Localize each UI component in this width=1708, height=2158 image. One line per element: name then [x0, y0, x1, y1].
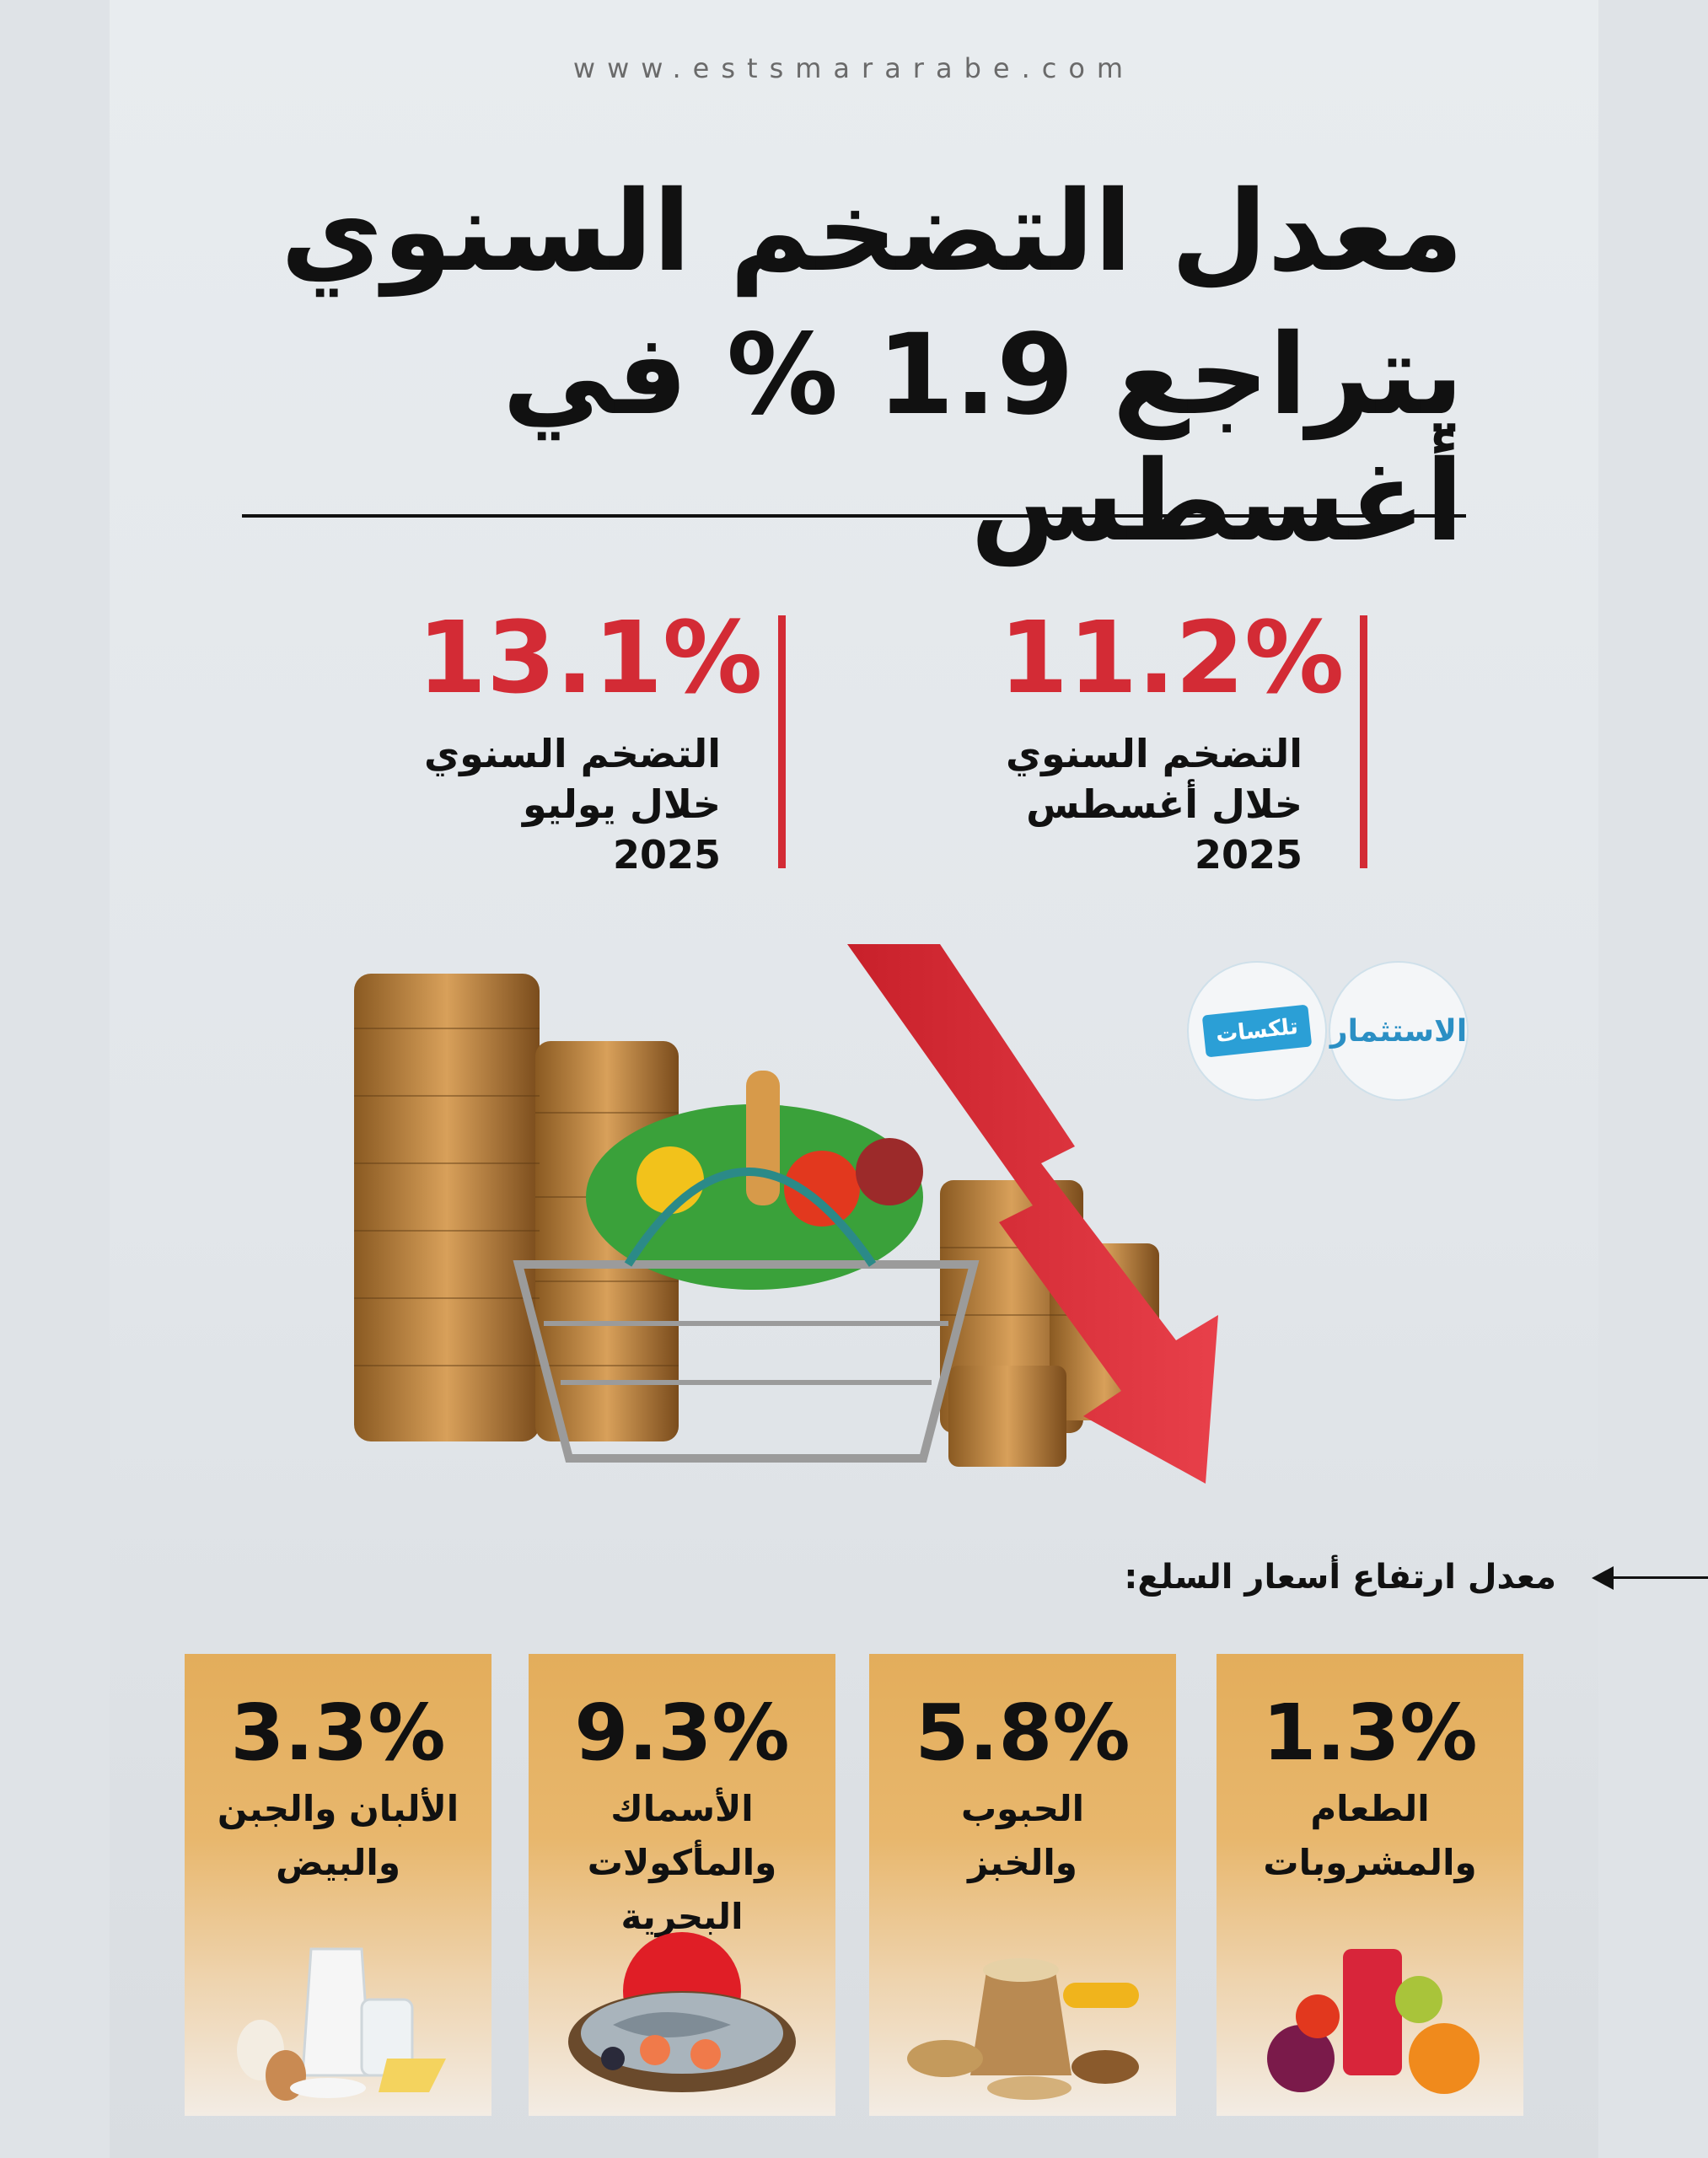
stat-august-bar	[1360, 615, 1367, 868]
card-fish-label-line2: والمأكولات البحرية	[587, 1842, 777, 1937]
card-grains-label-line1: الحبوب	[960, 1788, 1085, 1829]
down-arrow-icon	[847, 944, 1218, 1484]
card-grains-value: 5.8%	[915, 1688, 1131, 1778]
card-dairy-value: 3.3%	[230, 1688, 446, 1778]
stat-july-label-line3: 2025	[612, 832, 721, 878]
seafood-icon	[568, 1932, 796, 2092]
categories-subheading: معدل ارتفاع أسعار السلع:	[1124, 1558, 1556, 1597]
stat-july-label-line1: التضخم السنوي	[423, 731, 721, 776]
logo-telexat-text: تلكسات	[1201, 1004, 1313, 1058]
stat-july-label-line2: خلال يوليو	[522, 781, 721, 827]
stat-august-label-line1: التضخم السنوي	[1005, 731, 1302, 776]
headline-divider	[242, 514, 1466, 518]
logo-telexat: تلكسات	[1187, 961, 1327, 1101]
stat-july-bar	[778, 615, 786, 868]
stat-july: 13.1% التضخم السنوي خلال يوليو 2025	[417, 599, 763, 880]
card-dairy-eggs: 3.3% الألبان والجبن والبيض	[185, 1654, 491, 2116]
inflation-illustration	[354, 944, 1218, 1484]
card-food-value: 1.3%	[1262, 1688, 1478, 1778]
card-dairy-label: الألبان والجبن والبيض	[185, 1782, 491, 1890]
stat-august-label: التضخم السنوي خلال أغسطس 2025	[999, 728, 1302, 880]
juice-fruits-icon	[1267, 1949, 1480, 2094]
grocery-basket-icon	[513, 1071, 980, 1463]
headline-line2: يتراجع 1.9 % في أغسطس	[502, 310, 1464, 566]
card-food-label-line2: والمشروبات	[1263, 1842, 1477, 1883]
grains-bread-icon	[907, 1958, 1139, 2100]
card-dairy-label-line1: الألبان والجبن	[217, 1788, 459, 1829]
stat-july-value: 13.1%	[417, 599, 763, 716]
card-food-label: الطعام والمشروبات	[1217, 1782, 1523, 1890]
card-grains-label: الحبوب والخبز	[869, 1782, 1176, 1890]
stat-august: 11.2% التضخم السنوي خلال أغسطس 2025	[999, 599, 1345, 880]
card-food-label-line1: الطعام	[1310, 1788, 1430, 1829]
card-fish-label-line1: الأسماك	[610, 1788, 754, 1829]
dairy-icon	[237, 1947, 446, 2101]
card-fish-value: 9.3%	[574, 1688, 790, 1778]
card-fish-seafood: 9.3% الأسماك والمأكولات البحرية	[529, 1654, 835, 2116]
card-food-beverages: 1.3% الطعام والمشروبات	[1217, 1654, 1523, 2116]
stat-august-value: 11.2%	[999, 599, 1345, 716]
headline-line1: معدل التضخم السنوي	[280, 167, 1464, 297]
pointer-line	[1598, 1576, 1708, 1579]
stat-august-label-line3: 2025	[1194, 832, 1302, 878]
card-fish-label: الأسماك والمأكولات البحرية	[529, 1782, 835, 1944]
logo-alestethmar: الاستثمار	[1329, 961, 1469, 1101]
card-grains-label-line2: والخبز	[968, 1842, 1077, 1883]
card-grains-bread: 5.8% الحبوب والخبز	[869, 1654, 1176, 2116]
site-url: www.estsmararabe.com	[572, 52, 1136, 84]
stat-august-label-line2: خلال أغسطس	[1026, 781, 1302, 827]
card-dairy-label-line2: والبيض	[276, 1842, 400, 1883]
left-arrow-icon	[1592, 1566, 1614, 1590]
logo-alestethmar-text: الاستثمار	[1329, 1013, 1468, 1049]
stat-july-label: التضخم السنوي خلال يوليو 2025	[417, 728, 721, 880]
